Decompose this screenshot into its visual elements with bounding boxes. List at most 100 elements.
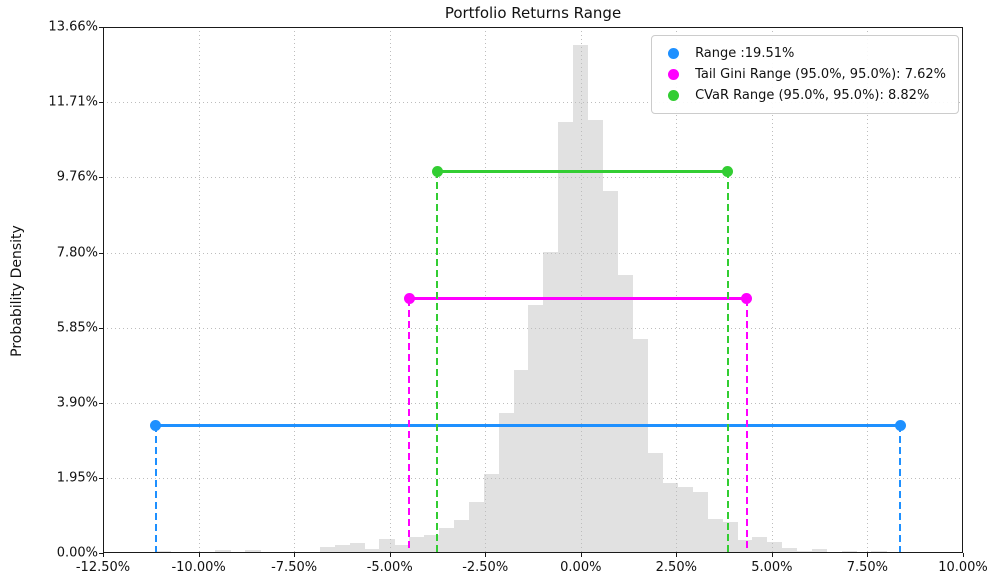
tail-gini-range-endpoint-marker: [403, 293, 415, 305]
x-axis-tick: [867, 553, 869, 557]
legend-item-tail-gini-range: Tail Gini Range (95.0%, 95.0%): 7.62%: [662, 64, 946, 85]
histogram-bar: [722, 521, 738, 553]
gridline-vertical: [485, 27, 487, 553]
histogram-bar: [558, 121, 574, 553]
gridline-vertical: [580, 27, 582, 553]
histogram-bar: [632, 338, 649, 553]
cvar-range-legend-marker-icon: [668, 90, 680, 101]
plot-area: -12.50% -10.00% -7.50% -5.00% -2.50% 0.00% 2.5…: [48, 20, 987, 576]
histogram-bar: [424, 535, 440, 553]
gridline-vertical: [294, 27, 296, 553]
legend-label: Tail Gini Range (95.0%, 95.0%): 7.62%: [695, 67, 946, 82]
range-line: [155, 423, 901, 427]
gridline-vertical: [676, 27, 678, 553]
cvar-range-endpoint-marker: [431, 165, 443, 177]
x-axis-tick: [771, 553, 773, 557]
legend-item-cvar-range: CVaR Range (95.0%, 95.0%): 8.82%: [662, 85, 946, 106]
y-axis-tick: [99, 177, 103, 179]
x-tick-label: 2.50%: [655, 560, 697, 575]
histogram-bar: [483, 474, 500, 553]
y-tick-label: 7.80%: [56, 245, 98, 261]
histogram-bar: [811, 549, 827, 553]
histogram-bar: [752, 536, 768, 553]
tail-gini-range-line: [409, 297, 747, 301]
gridline-vertical: [771, 27, 773, 553]
histogram-bar: [766, 541, 783, 553]
x-tick-label: 10.00%: [938, 560, 988, 575]
histogram-bar: [796, 551, 813, 553]
range-dropline: [899, 425, 902, 553]
cvar-range-dropline: [436, 171, 439, 553]
histogram-bar: [692, 492, 708, 553]
x-axis-tick: [294, 553, 296, 557]
y-axis-tick: [99, 553, 103, 554]
x-axis-tick: [963, 553, 964, 557]
histogram-bar: [871, 551, 887, 553]
x-tick-label: -5.00%: [366, 560, 413, 575]
histogram-bar: [841, 551, 857, 553]
y-tick-label: 5.85%: [56, 320, 98, 336]
histogram-bar: [662, 482, 678, 553]
histogram-bar: [707, 519, 723, 553]
tail-gini-range-legend-marker-icon: [668, 69, 680, 80]
range-endpoint-marker: [894, 419, 906, 431]
cvar-range-dropline: [726, 171, 729, 553]
range-endpoint-marker: [150, 419, 162, 431]
histogram-bar: [677, 487, 693, 553]
tail-gini-range-dropline: [745, 298, 748, 553]
range-legend-marker-icon: [668, 48, 680, 59]
tail-gini-range-dropline: [408, 298, 411, 553]
histogram-bar: [304, 551, 321, 553]
chart-title: Portfolio Returns Range: [444, 4, 622, 22]
x-axis-tick: [580, 553, 582, 557]
gridline-vertical: [867, 27, 869, 553]
x-tick-label: 5.00%: [751, 560, 793, 575]
y-tick-label: 3.90%: [56, 395, 98, 411]
x-axis-tick: [485, 553, 487, 557]
histogram-bar: [379, 539, 395, 553]
histogram-bar: [349, 542, 365, 553]
histogram-bar: [453, 519, 470, 553]
histogram-bar: [215, 549, 231, 553]
x-tick-label: -2.50%: [462, 560, 509, 575]
y-tick-label: 13.66%: [48, 19, 98, 35]
x-axis-tick: [676, 553, 678, 557]
x-tick-label: 7.50%: [846, 560, 889, 575]
cvar-range-line: [437, 169, 728, 173]
legend-label: Range :19.51%: [695, 46, 795, 61]
histogram-bar: [334, 544, 350, 553]
histogram-bar: [826, 552, 842, 553]
y-tick-label: 11.71%: [48, 94, 98, 110]
range-dropline: [154, 425, 157, 553]
x-tick-label: -10.00%: [171, 560, 226, 575]
gridline-horizontal: [103, 252, 963, 254]
histogram-bar: [781, 548, 798, 553]
y-tick-label: 0.00%: [56, 545, 98, 561]
legend-label: CVaR Range (95.0%, 95.0%): 8.82%: [695, 88, 930, 103]
gridline-horizontal: [103, 327, 963, 329]
histogram-bar: [155, 550, 172, 553]
gridline-horizontal: [103, 477, 963, 479]
histogram-bar: [245, 550, 261, 553]
histogram-bar: [543, 251, 559, 553]
histogram-bar: [170, 551, 187, 553]
gridline-horizontal: [103, 402, 963, 404]
tail-gini-range-endpoint-marker: [741, 293, 753, 305]
histogram-bar: [737, 539, 753, 553]
histogram-bar: [439, 528, 455, 553]
gridline-vertical: [198, 27, 200, 553]
y-axis-tick: [99, 27, 103, 28]
x-tick-label: -7.50%: [271, 560, 318, 575]
x-axis-tick: [198, 553, 200, 557]
y-tick-label: 1.95%: [56, 470, 98, 486]
histogram-bar: [513, 370, 529, 553]
histogram-bar: [319, 547, 336, 553]
histogram-bar: [647, 452, 664, 553]
histogram-bar: [394, 545, 410, 553]
cvar-range-endpoint-marker: [722, 165, 734, 177]
y-axis-tick: [99, 102, 103, 104]
histogram-bar: [602, 191, 619, 553]
x-tick-label: 0.00%: [560, 560, 602, 575]
y-axis-label: Probability Density: [9, 225, 25, 357]
